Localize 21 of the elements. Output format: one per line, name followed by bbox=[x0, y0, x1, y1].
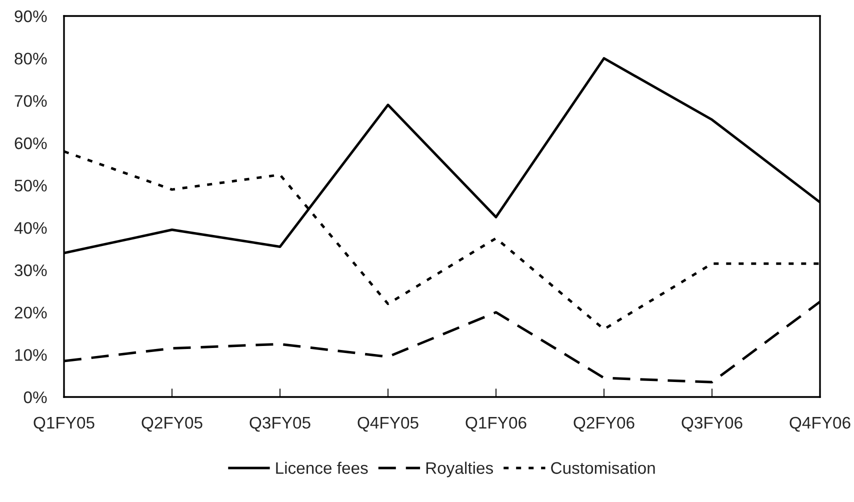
x-tick-label: Q3FY05 bbox=[250, 416, 310, 432]
y-tick-label: 0% bbox=[24, 391, 47, 404]
y-tick-label: 40% bbox=[14, 222, 47, 234]
y-tick-label: 70% bbox=[14, 95, 47, 107]
x-tick-label: Q2FY05 bbox=[142, 416, 202, 432]
y-tick-label: 50% bbox=[14, 180, 47, 192]
y-tick-label: 60% bbox=[14, 137, 47, 150]
y-tick-label: 10% bbox=[15, 349, 47, 361]
x-tick-label: Q1FY06 bbox=[466, 416, 526, 432]
x-tick-label: Q4FY05 bbox=[358, 416, 418, 432]
y-tick-label: 80% bbox=[14, 52, 47, 65]
y-tick-label: 90% bbox=[14, 10, 47, 22]
legend-label: Royalties bbox=[426, 462, 493, 478]
y-tick-label: 30% bbox=[14, 264, 47, 276]
x-tick-label: Q4FY06 bbox=[790, 416, 850, 432]
x-tick-label: Q2FY06 bbox=[574, 416, 634, 432]
x-tick-label: Q1FY05 bbox=[34, 416, 94, 432]
y-tick-label: 20% bbox=[14, 306, 47, 319]
legend-label: Licence fees bbox=[276, 462, 368, 474]
x-tick-label: Q3FY06 bbox=[682, 416, 742, 432]
legend-label: Customisation bbox=[551, 462, 655, 474]
